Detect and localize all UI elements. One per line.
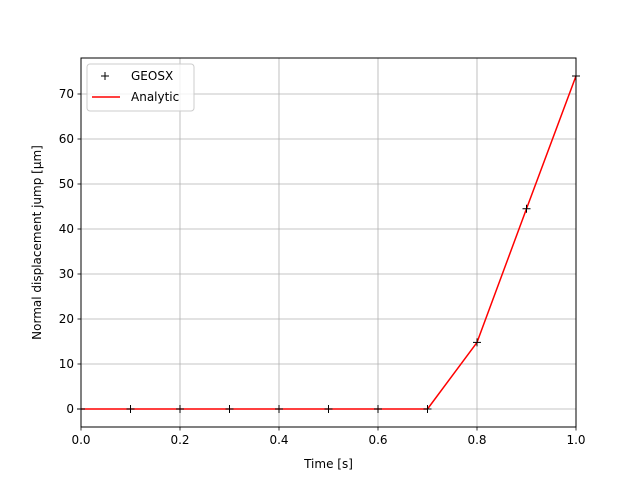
x-axis-label: Time [s] bbox=[303, 457, 353, 471]
legend: GEOSX Analytic bbox=[86, 63, 195, 112]
data-point-geosx bbox=[522, 204, 531, 213]
data-point-geosx bbox=[374, 405, 382, 413]
legend-items: GEOSX Analytic bbox=[92, 69, 179, 104]
data-point-geosx bbox=[324, 405, 333, 413]
series-layer bbox=[77, 72, 580, 413]
x-tick-label: 0.4 bbox=[269, 433, 288, 447]
legend-label: Analytic bbox=[131, 90, 179, 104]
y-tick-label: 30 bbox=[59, 267, 74, 281]
data-point-geosx bbox=[126, 405, 135, 413]
x-tick-label: 0.6 bbox=[368, 433, 387, 447]
x-tick-label: 1.0 bbox=[566, 433, 585, 447]
y-axis-label: Normal displacement jump [μm] bbox=[30, 145, 44, 340]
legend-box bbox=[86, 63, 195, 112]
y-tick-label: 50 bbox=[59, 177, 74, 191]
y-tick-label: 0 bbox=[66, 402, 74, 416]
axis-ticks: 0.0 0.2 0.4 0.6 0.8 1.0 0 10 20 30 40 50 60 70 bbox=[59, 87, 586, 447]
data-point-geosx bbox=[473, 338, 481, 347]
data-point-geosx bbox=[275, 405, 283, 413]
series-line-analytic bbox=[81, 75, 577, 410]
grid-lines bbox=[80, 58, 577, 427]
data-point-geosx bbox=[423, 405, 432, 413]
x-tick-label: 0.0 bbox=[71, 433, 90, 447]
data-point-geosx bbox=[225, 405, 234, 413]
x-tick-label: 0.2 bbox=[170, 433, 189, 447]
y-tick-label: 60 bbox=[59, 132, 74, 146]
y-tick-label: 40 bbox=[59, 222, 74, 236]
y-tick-label: 10 bbox=[59, 357, 74, 371]
data-point-geosx bbox=[176, 405, 184, 413]
plot-frame bbox=[80, 57, 577, 428]
y-tick-label: 70 bbox=[59, 87, 74, 101]
x-tick-label: 0.8 bbox=[467, 433, 486, 447]
y-tick-label: 20 bbox=[59, 312, 74, 326]
legend-label: GEOSX bbox=[131, 69, 173, 83]
